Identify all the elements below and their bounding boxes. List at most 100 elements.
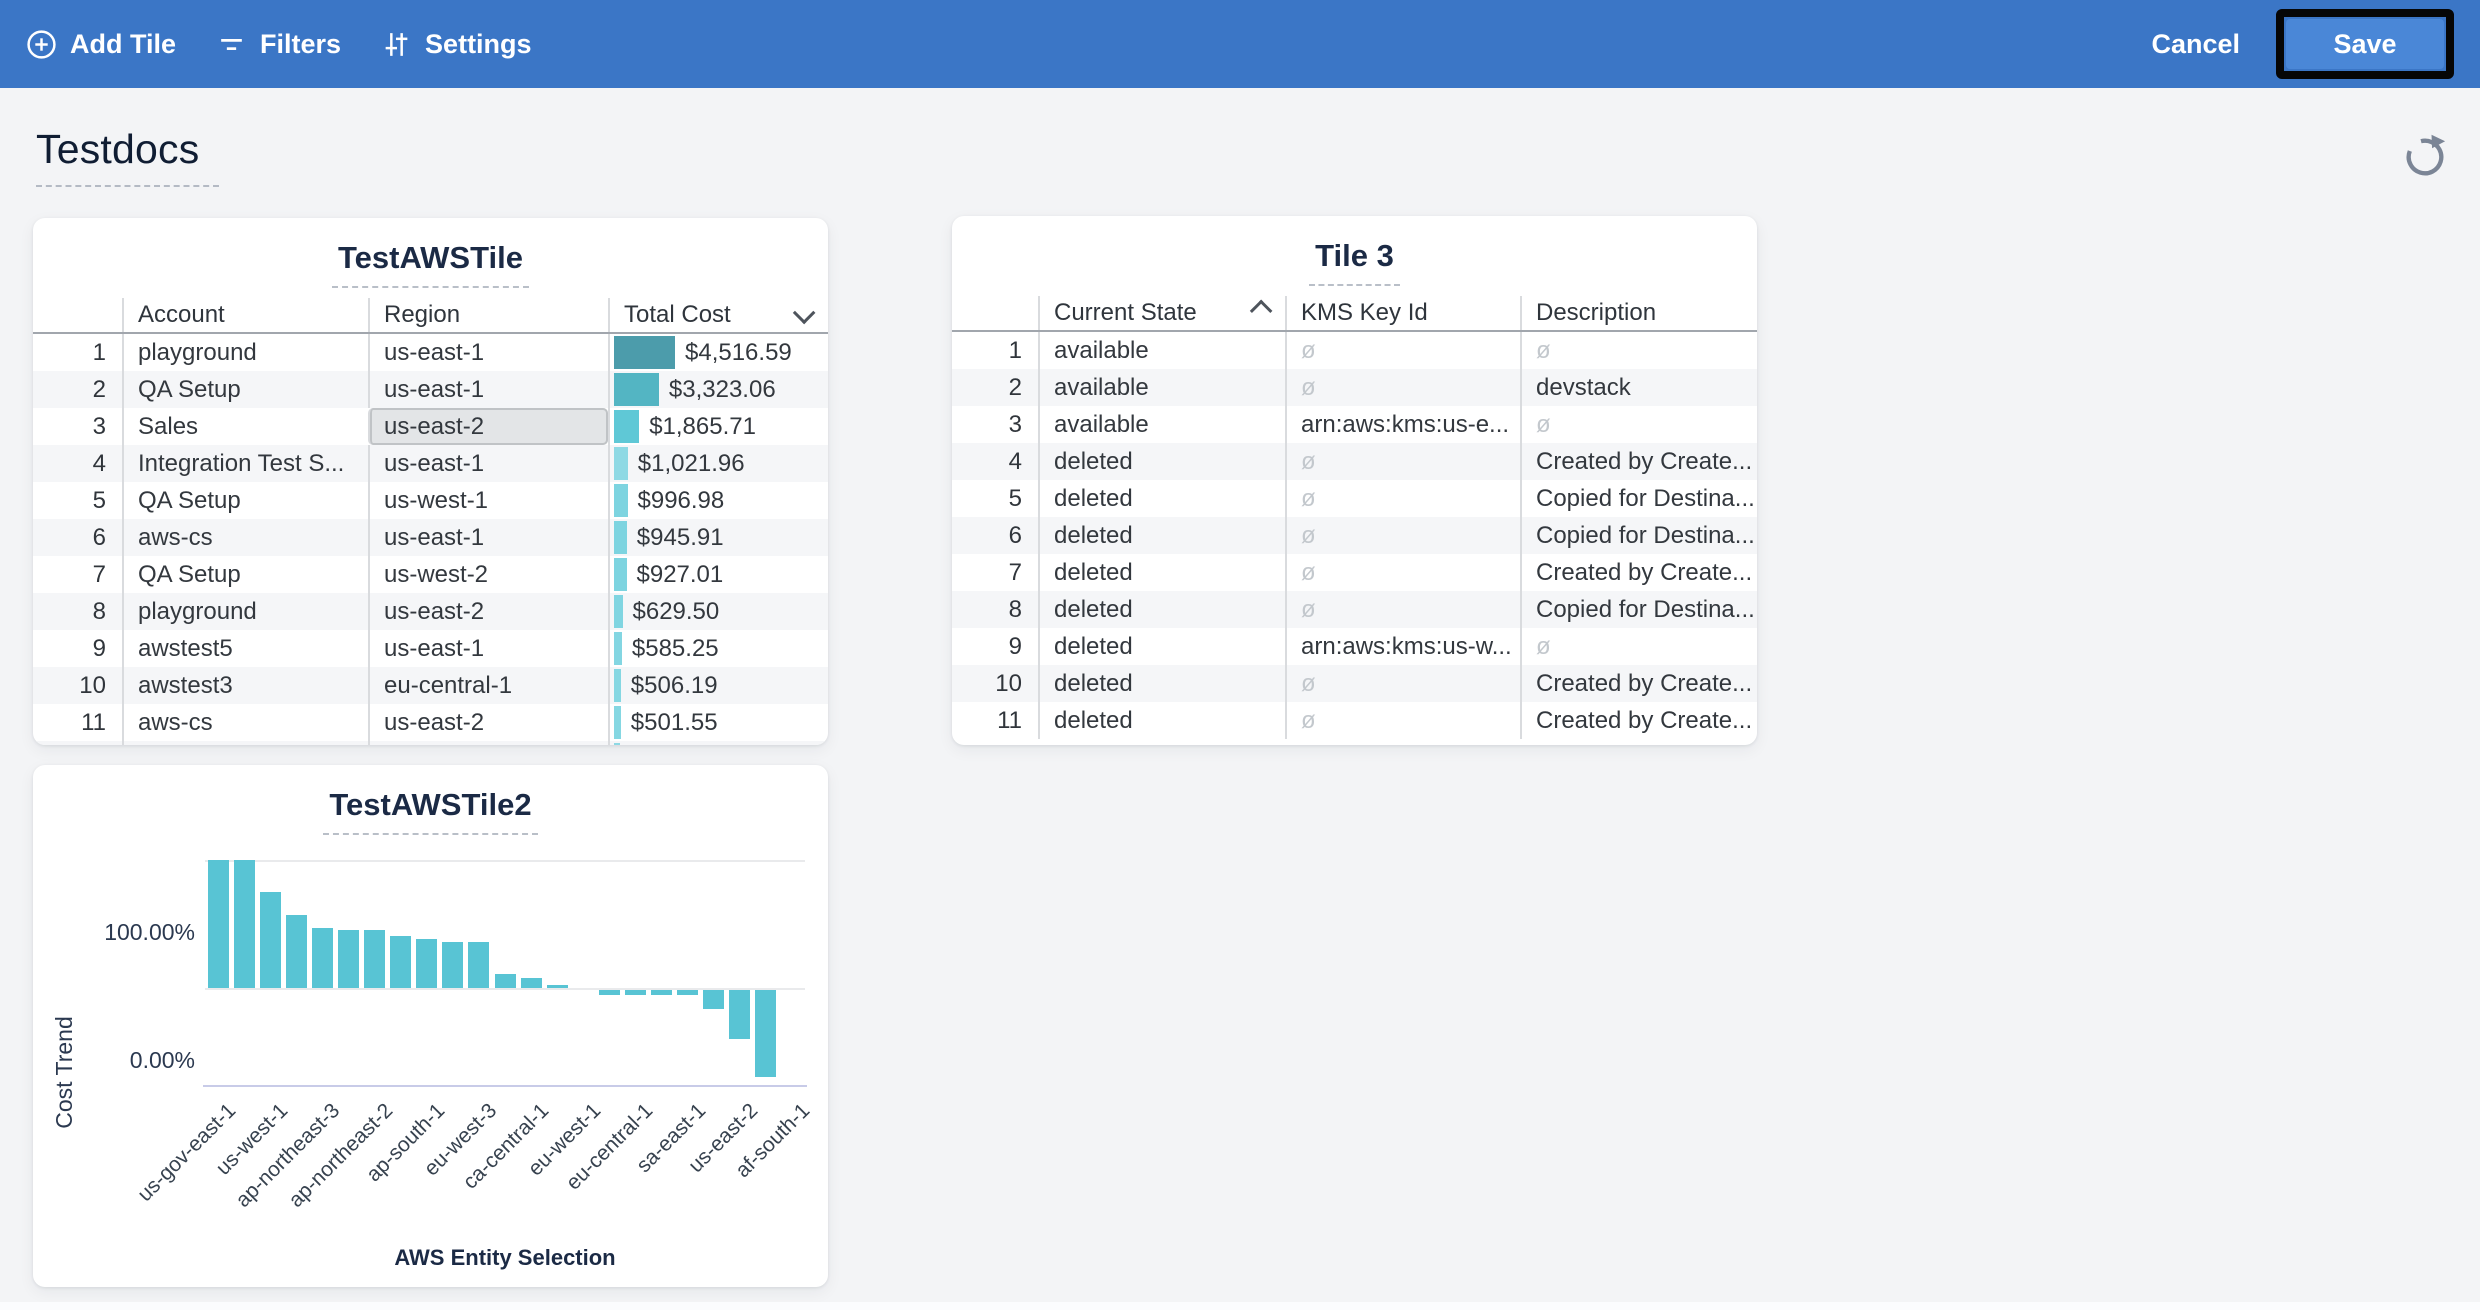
settings-button[interactable]: Settings [381,29,532,60]
region-cell[interactable]: us-east-1 [368,371,608,408]
column-header-region[interactable]: Region [368,298,608,332]
description-cell[interactable]: ø [1520,628,1757,665]
kms-key-id-cell[interactable]: ø [1285,554,1520,591]
region-cell[interactable]: us-east-1 [368,630,608,667]
account-cell[interactable]: QA Setup [122,556,368,593]
row-number-cell: 5 [1008,484,1022,512]
account-cell[interactable]: aws-cs [122,519,368,556]
current-state-cell[interactable]: available [1038,332,1285,369]
description-cell[interactable]: ø [1520,332,1757,369]
total-cost-cell[interactable]: $506.19 [608,667,828,704]
total-cost-cell[interactable]: $927.01 [608,556,828,593]
kms-key-id-cell[interactable]: ø [1285,702,1520,739]
total-cost-cell[interactable]: $996.98 [608,482,828,519]
description-cell[interactable]: Created by Create... [1520,665,1757,702]
current-state-cell[interactable]: deleted [1038,517,1285,554]
current-state-cell[interactable]: available [1038,369,1285,406]
account-cell[interactable]: QA Setup [122,482,368,519]
total-cost-cell[interactable] [608,741,828,745]
current-state-cell[interactable]: deleted [1038,628,1285,665]
total-cost-cell[interactable]: $501.55 [608,704,828,741]
total-cost-cell[interactable]: $585.25 [608,630,828,667]
plus-circle-icon [27,29,56,59]
account-cell[interactable]: playground [122,593,368,630]
account-cell[interactable]: aws-cs [122,704,368,741]
y-tick-0: 0.00% [129,1047,195,1073]
column-header-current-state[interactable]: Current State [1038,296,1285,330]
y-tick-100: 100.00% [104,919,195,945]
account-cell[interactable]: Integration Test S... [122,445,368,482]
description-cell[interactable]: Copied for Destina... [1520,517,1757,554]
row-number-cell: 7 [1008,558,1022,586]
refresh-button[interactable] [2400,132,2450,182]
page-title-editable[interactable]: Testdocs [36,126,220,187]
cost-data-bar [614,632,622,665]
total-cost-cell[interactable]: $945.91 [608,519,828,556]
tile-title-tile3[interactable]: Tile 3 [1309,238,1400,286]
total-cost-cell[interactable]: $4,516.59 [608,334,828,371]
description-cell[interactable]: Created by Create... [1520,443,1757,480]
total-cost-cell[interactable]: $1,021.96 [608,445,828,482]
current-state-cell[interactable]: deleted [1038,443,1285,480]
column-header-kms-key-id[interactable]: KMS Key Id [1285,296,1520,330]
kms-key-id-cell[interactable]: ø [1285,665,1520,702]
description-cell[interactable]: ø [1520,406,1757,443]
kms-key-id-cell[interactable]: ø [1285,517,1520,554]
table-row: 10 awstest3 eu-central-1 $506.19 [33,667,828,704]
region-cell[interactable]: us-east-1 [368,445,608,482]
current-state-cell[interactable]: deleted [1038,591,1285,628]
region-cell[interactable]: us-east-1 [368,519,608,556]
description-cell[interactable]: Created by Create... [1520,702,1757,739]
current-state-cell[interactable]: available [1038,406,1285,443]
account-cell[interactable]: QA Setup [122,371,368,408]
cancel-button[interactable]: Cancel [2145,28,2246,61]
description-cell[interactable]: devstack [1520,369,1757,406]
current-state-cell[interactable]: deleted [1038,702,1285,739]
kms-key-id-cell[interactable]: arn:aws:kms:us-w... [1285,628,1520,665]
save-button[interactable]: Save [2286,19,2444,69]
account-cell[interactable]: awstest5 [122,630,368,667]
region-cell[interactable]: us-east-2 [368,704,608,741]
region-cell[interactable]: us-east-1 [368,334,608,371]
total-cost-cell[interactable]: $3,323.06 [608,371,828,408]
description-cell[interactable]: Copied for Destina... [1520,591,1757,628]
account-cell[interactable]: awstest3 [122,667,368,704]
current-state-cell[interactable]: deleted [1038,665,1285,702]
sort-desc-icon [792,301,816,325]
region-cell[interactable]: us-east-2 [368,408,608,445]
tile-title-testawstile[interactable]: TestAWSTile [332,240,529,288]
kms-key-id-cell[interactable]: ø [1285,443,1520,480]
table-header-row: Account Region Total Cost [33,298,828,334]
x-axis-line [203,1085,807,1087]
row-number-header [33,298,122,332]
tile-title-testawstile2[interactable]: TestAWSTile2 [323,787,538,835]
current-state-cell[interactable]: deleted [1038,480,1285,517]
row-number-cell: 3 [1008,410,1022,438]
row-number-cell: 9 [92,634,106,662]
description-cell[interactable]: Created by Create... [1520,554,1757,591]
column-header-total-cost[interactable]: Total Cost [608,298,828,332]
account-cell[interactable] [122,741,368,745]
kms-key-id-cell[interactable]: arn:aws:kms:us-e... [1285,406,1520,443]
account-cell[interactable]: Sales [122,408,368,445]
region-cell[interactable] [368,741,608,745]
kms-key-id-cell[interactable]: ø [1285,591,1520,628]
region-cell[interactable]: us-west-2 [368,556,608,593]
total-cost-cell[interactable]: $629.50 [608,593,828,630]
add-tile-button[interactable]: Add Tile [26,29,176,60]
region-cell[interactable]: us-west-1 [368,482,608,519]
cost-value: $996.98 [637,486,725,514]
kms-key-id-cell[interactable]: ø [1285,480,1520,517]
current-state-cell[interactable]: deleted [1038,554,1285,591]
region-cell[interactable]: us-east-2 [368,593,608,630]
total-cost-cell[interactable]: $1,865.71 [608,408,828,445]
kms-key-id-cell[interactable]: ø [1285,369,1520,406]
column-header-account[interactable]: Account [122,298,368,332]
region-cell[interactable]: eu-central-1 [368,667,608,704]
kms-key-id-cell[interactable]: ø [1285,332,1520,369]
filters-button[interactable]: Filters [216,29,341,60]
description-cell[interactable]: Copied for Destina... [1520,480,1757,517]
table-row: 3 Sales us-east-2 $1,865.71 [33,408,828,445]
column-header-description[interactable]: Description [1520,296,1757,330]
account-cell[interactable]: playground [122,334,368,371]
